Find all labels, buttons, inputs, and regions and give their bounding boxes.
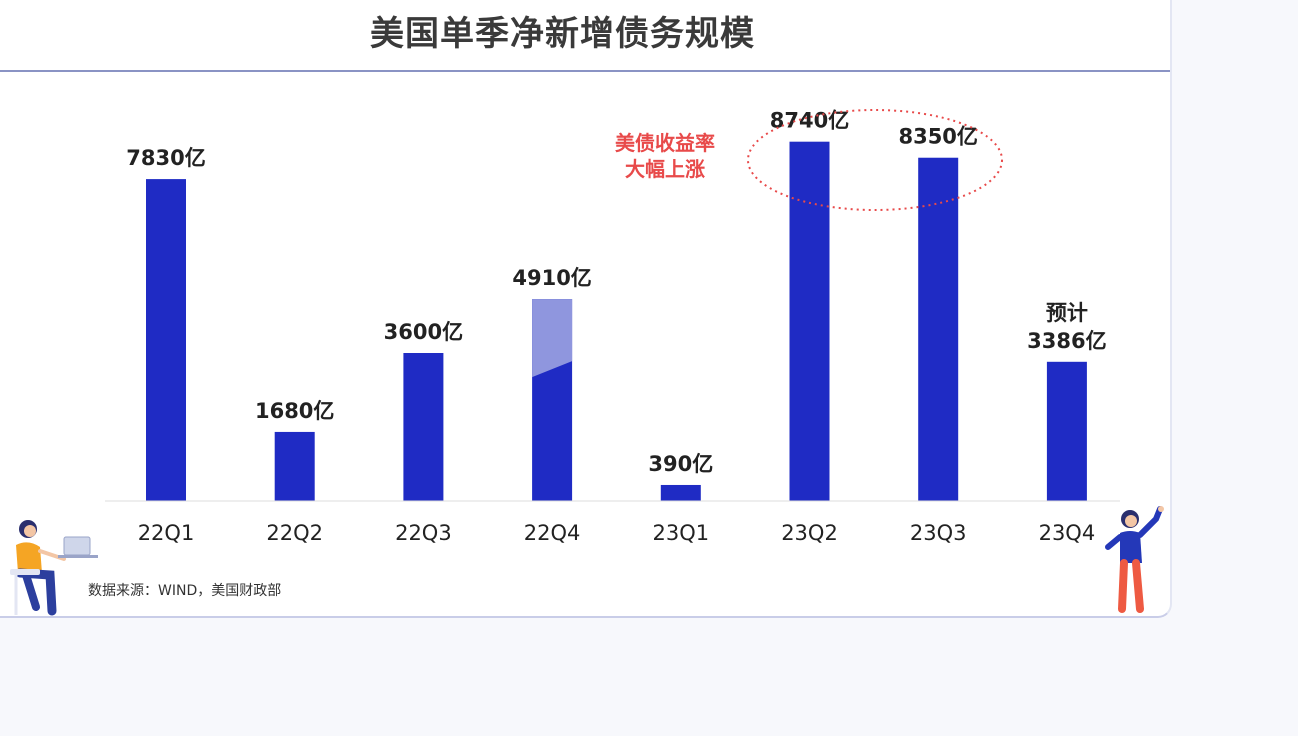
annotation-line-1: 美债收益率 <box>615 131 715 155</box>
bar-22Q1 <box>146 179 186 501</box>
bar-chart: 7830亿 1680亿 3600亿 4910亿 390亿 8740亿 8350亿 3386亿 预… <box>105 109 1120 545</box>
x-tick-23Q3: 23Q3 <box>910 521 967 545</box>
x-tick-22Q4: 22Q4 <box>524 521 581 545</box>
x-tick-22Q3: 22Q3 <box>395 521 452 545</box>
x-tick-labels-group: 22Q1 22Q2 22Q3 22Q4 23Q1 23Q2 23Q3 23Q4 <box>138 521 1096 545</box>
value-label-22Q2: 1680亿 <box>255 399 334 423</box>
bar-22Q2 <box>274 431 315 501</box>
bar-22Q4-light-section <box>532 299 573 378</box>
value-label-22Q1: 7830亿 <box>126 146 205 170</box>
bar-22Q3 <box>403 353 444 501</box>
value-label-23Q3: 8350亿 <box>898 125 977 149</box>
highlight-ring <box>747 109 1003 211</box>
value-label-23Q1: 390亿 <box>648 452 713 476</box>
value-label-22Q3: 3600亿 <box>384 320 463 344</box>
forecast-label: 预计 <box>1046 301 1088 325</box>
yield-annotation: 美债收益率 大幅上涨 <box>600 130 730 182</box>
title-divider <box>0 70 1170 72</box>
bar-23Q2 <box>789 141 830 501</box>
bar-23Q3 <box>918 157 959 501</box>
person-laptop-illustration <box>10 520 98 616</box>
source-note: 数据来源：WIND，美国财政部 <box>88 583 282 599</box>
annotation-line-2: 大幅上涨 <box>625 157 705 181</box>
bar-23Q1 <box>660 484 701 501</box>
x-tick-23Q1: 23Q1 <box>652 521 709 545</box>
x-tick-22Q1: 22Q1 <box>138 521 195 545</box>
value-label-23Q4: 3386亿 <box>1027 329 1106 353</box>
bars-group <box>146 141 1087 501</box>
x-tick-22Q2: 22Q2 <box>266 521 323 545</box>
x-tick-23Q2: 23Q2 <box>781 521 838 545</box>
chart-panel <box>0 0 1172 618</box>
value-label-22Q4: 4910亿 <box>512 266 591 290</box>
x-tick-23Q4: 23Q4 <box>1039 521 1096 545</box>
bar-23Q4 <box>1046 361 1087 501</box>
page-title: 美国单季净新增债务规模 <box>370 14 755 54</box>
value-label-23Q2: 8740亿 <box>770 109 849 133</box>
person-waving-illustration <box>1105 506 1164 613</box>
